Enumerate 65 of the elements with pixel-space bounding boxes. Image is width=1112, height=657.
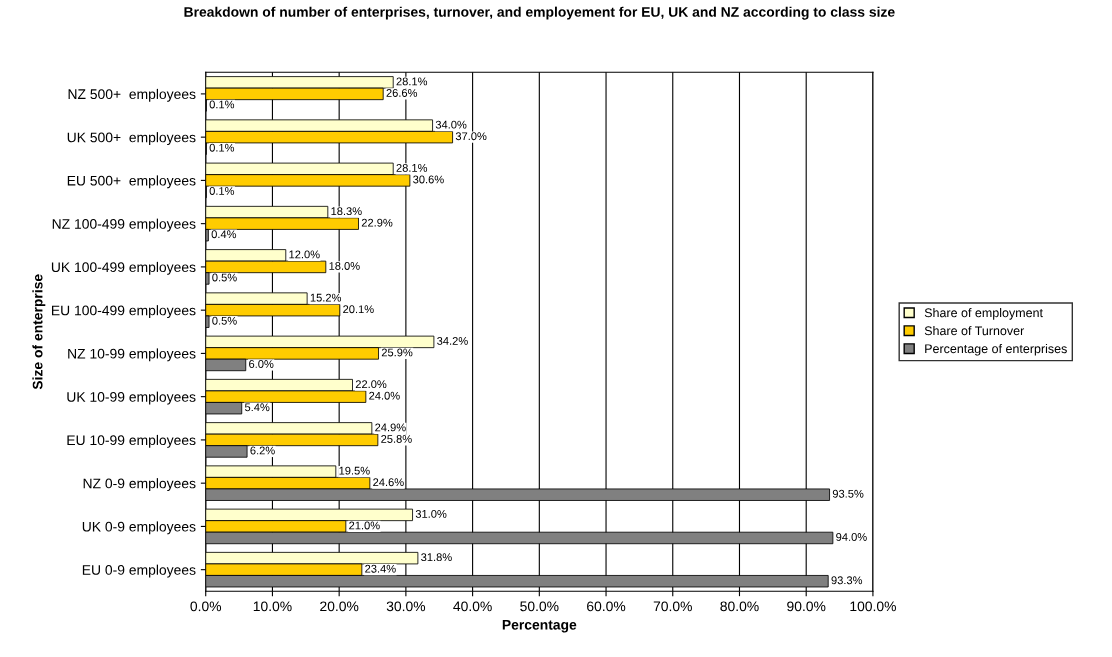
y-tick-label: EU 0-9 employees [82, 564, 196, 578]
data-label: 26.6% [386, 89, 418, 97]
data-label: 31.0% [415, 510, 447, 518]
y-tick-label: UK 10-99 employees [67, 391, 196, 405]
y-tick-label: UK 500+ employees [67, 132, 196, 146]
y-tick-label: NZ 100-499 employees [52, 218, 196, 232]
x-tick-label: 80.0% [720, 601, 759, 612]
data-label: 0.4% [211, 230, 237, 239]
data-label: 93.3% [831, 576, 863, 585]
legend-label: Share of Turnover [924, 325, 1025, 336]
data-label: 0.5% [212, 316, 237, 325]
data-label: 6.2% [250, 446, 275, 455]
data-label: 22.0% [355, 380, 387, 389]
y-tick-label: NZ 10-99 employees [68, 348, 196, 362]
x-tick-label: 90.0% [787, 601, 826, 612]
data-label: 24.9% [375, 423, 406, 432]
legend-label: Share of employment [924, 308, 1043, 320]
y-tick-label: EU 10-99 employees [67, 434, 196, 448]
data-label: 30.6% [413, 175, 444, 184]
y-tick-label: NZ 500+ employees [68, 88, 196, 102]
x-tick-label: 70.0% [653, 601, 692, 612]
x-tick-label: 20.0% [320, 601, 359, 612]
legend-label: Percentage of enterprises [925, 343, 1067, 356]
chart-title: Breakdown of number of enterprises, turnover, and employement for EU, UK and NZ according to class size [184, 6, 895, 20]
data-label: 34.2% [437, 336, 468, 345]
x-tick-label: 40.0% [453, 601, 492, 612]
data-label: 31.8% [421, 553, 452, 562]
data-label: 18.3% [331, 207, 362, 216]
data-label: 28.1% [396, 163, 428, 172]
data-label: 18.0% [329, 262, 360, 270]
data-label: 23.4% [365, 564, 396, 573]
data-label: 25.9% [381, 348, 413, 357]
data-label: 24.0% [369, 391, 400, 400]
y-tick-label: EU 500+ employees [67, 175, 196, 189]
data-label: 0.1% [209, 187, 235, 195]
x-tick-label: 30.0% [386, 601, 426, 612]
data-label: 15.2% [310, 293, 342, 302]
data-label: 28.1% [396, 77, 428, 86]
y-tick-label: UK 100-499 employees [51, 261, 196, 275]
data-label: 12.0% [289, 250, 320, 259]
data-label: 0.5% [212, 273, 237, 282]
y-axis-title: Size of enterprise [32, 274, 46, 390]
data-label: 6.0% [249, 360, 274, 368]
x-tick-label: 10.0% [253, 601, 292, 612]
y-tick-label: EU 100-499 employees [52, 305, 196, 319]
y-tick-label: UK 0-9 employees [82, 521, 196, 535]
data-label: 0.1% [209, 143, 235, 152]
x-tick-label: 50.0% [520, 601, 559, 612]
y-tick-label: NZ 0-9 employees [83, 478, 196, 492]
data-label: 93.5% [832, 489, 864, 498]
data-label: 22.9% [361, 218, 393, 227]
data-label: 5.4% [244, 403, 270, 412]
data-label: 37.0% [455, 132, 487, 141]
x-tick-label: 100.0% [850, 601, 896, 612]
data-label: 21.0% [349, 521, 380, 530]
data-label: 0.1% [209, 100, 235, 109]
data-label: 24.6% [373, 478, 404, 487]
data-label: 94.0% [836, 533, 867, 541]
x-axis-title: Percentage [502, 619, 577, 633]
data-label: 34.0% [435, 120, 467, 129]
data-label: 25.8% [381, 435, 412, 443]
data-label: 19.5% [339, 466, 370, 475]
x-tick-label: 60.0% [587, 601, 626, 612]
data-label: 20.1% [343, 305, 374, 314]
x-tick-label: 0.0% [190, 601, 222, 612]
